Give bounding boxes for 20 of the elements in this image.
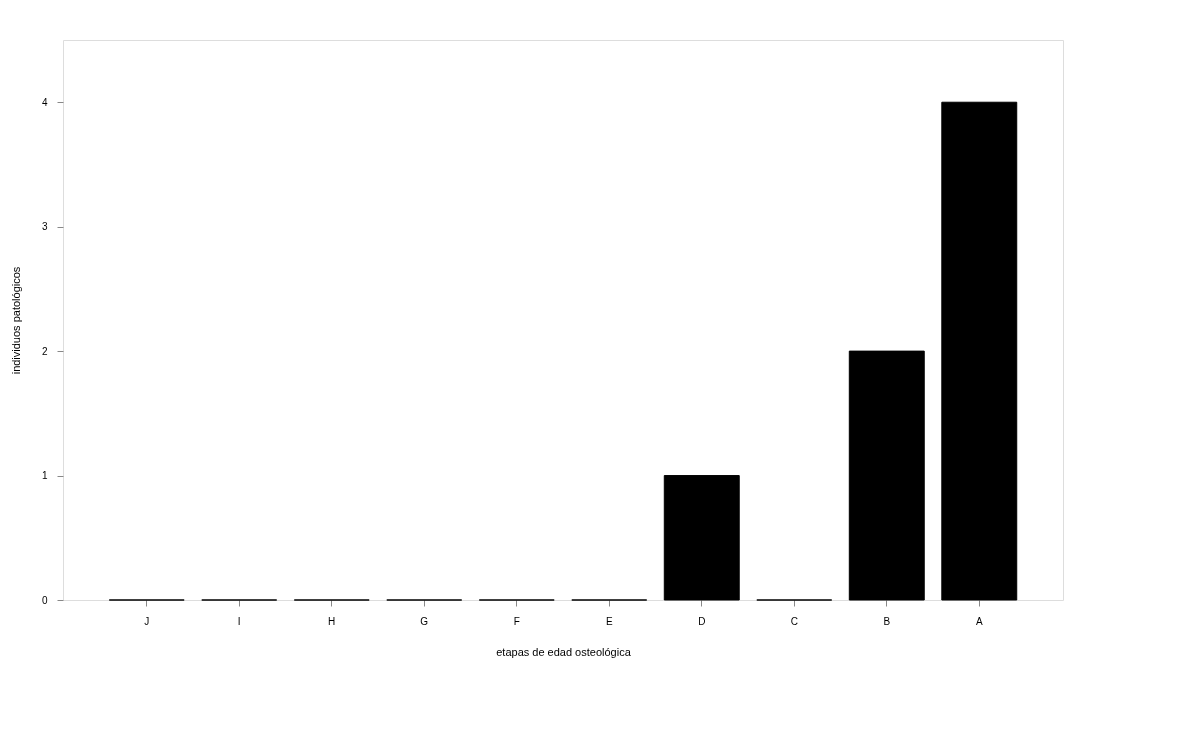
- x-tick-label: J: [144, 615, 150, 627]
- x-tick-label: B: [883, 615, 891, 627]
- x-tick-label: G: [420, 615, 429, 627]
- y-axis-title: individuos patológicos: [9, 266, 22, 375]
- y-tick-label: 1: [41, 470, 48, 482]
- x-tick-label: A: [975, 615, 983, 627]
- x-tick-label: C: [790, 615, 798, 627]
- y-tick-label: 2: [41, 345, 48, 357]
- x-tick-label: F: [513, 615, 520, 627]
- y-tick-label: 0: [41, 594, 48, 606]
- bar: [663, 475, 740, 601]
- bar: [848, 350, 925, 601]
- x-tick-label: H: [328, 615, 336, 627]
- x-axis-title: etapas de edad osteológica: [496, 645, 632, 658]
- bar: [941, 101, 1018, 601]
- x-tick-label: D: [698, 615, 706, 627]
- y-tick-label: 4: [41, 96, 48, 108]
- y-tick-label: 3: [41, 221, 48, 233]
- x-tick-label: E: [605, 615, 613, 627]
- x-tick-label: I: [237, 615, 241, 627]
